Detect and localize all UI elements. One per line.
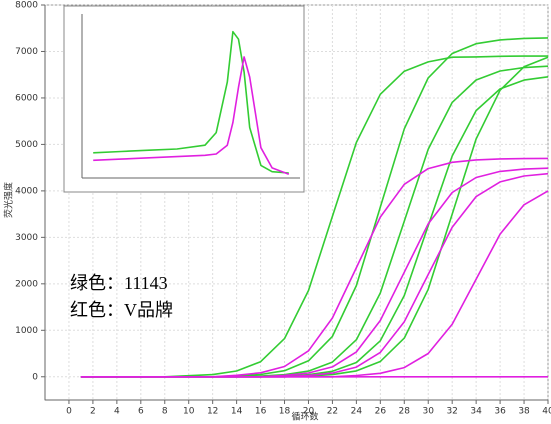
- curve: [93, 56, 290, 175]
- x-tick-label: 32: [446, 407, 457, 417]
- x-axis-title: 循环数: [291, 411, 318, 423]
- y-tick-label: 1000: [15, 326, 38, 336]
- x-tick-label: 12: [207, 407, 218, 417]
- x-tick-label: 24: [351, 407, 363, 417]
- x-tick-label: 30: [423, 407, 435, 417]
- x-tick-label: 16: [255, 407, 267, 417]
- x-tick-label: 18: [279, 407, 291, 417]
- inset-chart: [81, 14, 300, 179]
- y-tick-label: 3000: [15, 233, 38, 243]
- annotation: 红色：V品牌: [70, 300, 173, 320]
- y-tick-label: 5000: [15, 140, 38, 150]
- curve: [93, 30, 289, 174]
- x-tick-label: 28: [399, 407, 411, 417]
- x-tick-label: 38: [518, 407, 530, 417]
- x-tick-label: 26: [375, 407, 387, 417]
- x-tick-label: 10: [183, 407, 195, 417]
- curve: [80, 55, 548, 378]
- x-tick-label: 6: [138, 407, 144, 417]
- y-axis-title: 荧光强度: [3, 182, 15, 218]
- x-tick-label: 36: [494, 407, 506, 417]
- y-tick-label: 2000: [15, 279, 38, 289]
- y-tick-label: 0: [32, 372, 38, 382]
- x-tick-label: 22: [327, 407, 338, 417]
- x-tick-label: 4: [114, 407, 120, 417]
- x-tick-label: 20: [303, 407, 315, 417]
- x-tick-label: 0: [66, 407, 72, 417]
- x-tick-label: 8: [162, 407, 168, 417]
- y-tick-label: 8000: [15, 1, 38, 11]
- x-tick-label: 34: [470, 407, 482, 417]
- y-tick-label: 4000: [15, 186, 38, 196]
- y-tick-label: 7000: [15, 47, 38, 57]
- x-tick-label: 40: [542, 407, 551, 417]
- inset-frame: [63, 5, 305, 193]
- annotation: 绿色：11143: [70, 273, 168, 293]
- y-tick-label: 6000: [15, 93, 38, 103]
- x-tick-label: 14: [231, 407, 243, 417]
- x-tick-label: 2: [90, 407, 96, 417]
